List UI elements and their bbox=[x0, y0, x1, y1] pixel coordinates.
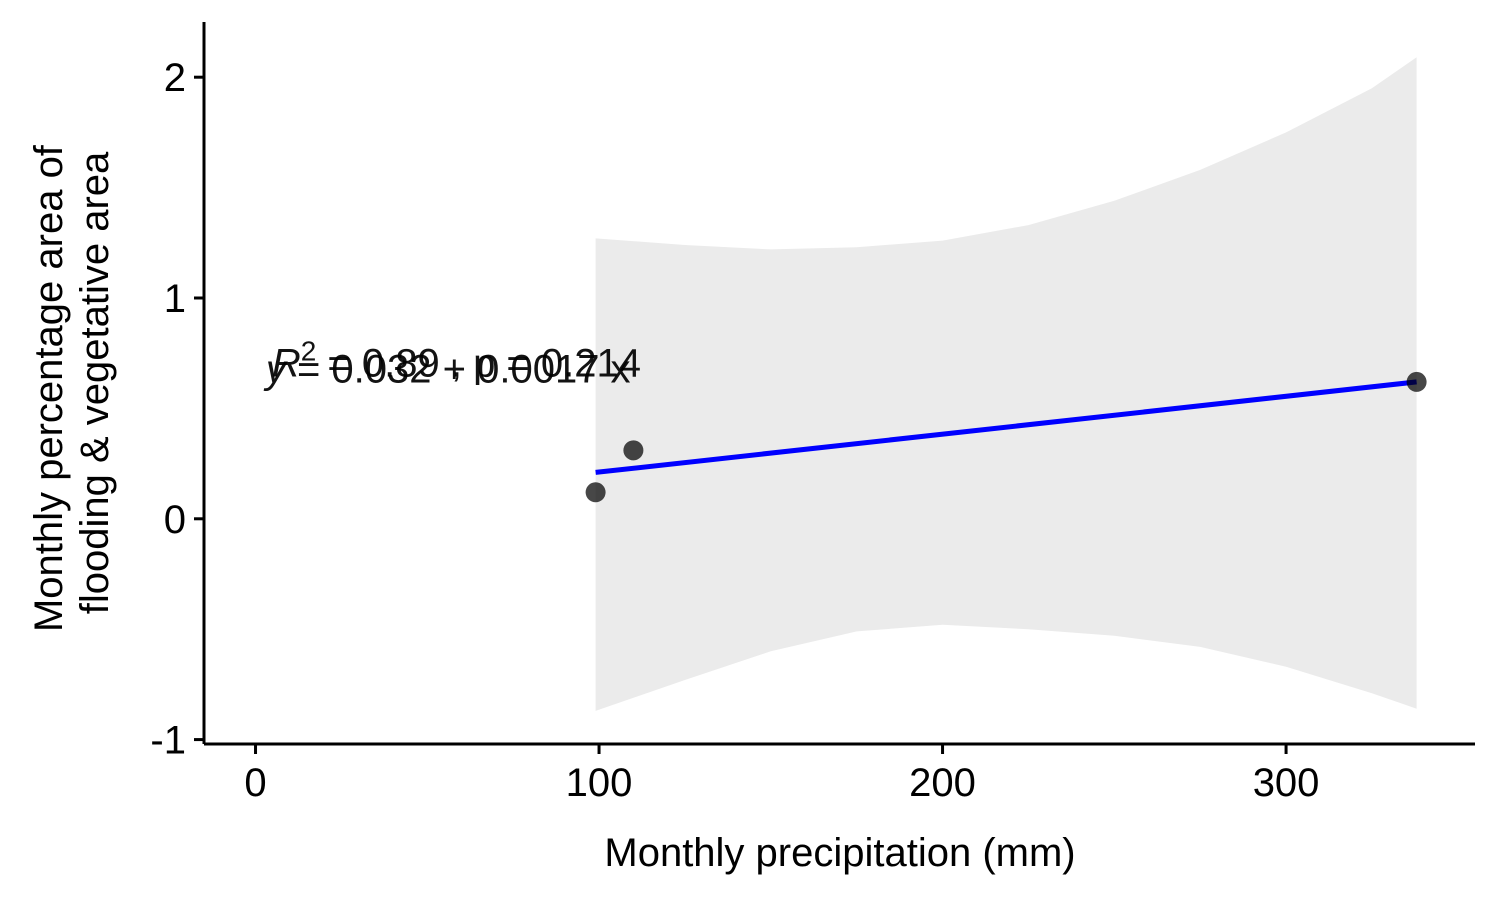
y-tick-label: -1 bbox=[150, 719, 186, 763]
x-ticks-layer: 0 100 200 300 bbox=[244, 744, 1319, 805]
x-axis-title: Monthly precipitation (mm) bbox=[604, 831, 1075, 875]
x-tick-label: 0 bbox=[244, 761, 266, 805]
r2-symbol: R bbox=[272, 342, 301, 386]
y-tick-label: 0 bbox=[164, 498, 186, 542]
equation-body: = 0.032 + 0.0017 x bbox=[286, 348, 631, 392]
data-points-layer bbox=[585, 371, 1427, 503]
x-tick-label: 300 bbox=[1253, 761, 1320, 805]
regression-equation: y = 0.032 + 0.0017 x bbox=[263, 348, 631, 392]
data-point bbox=[1406, 371, 1427, 392]
equation-y-symbol: y bbox=[263, 348, 289, 392]
y-axis-title-line-2: flooding & vegetative area bbox=[73, 151, 117, 614]
r2-superscript: 2 bbox=[301, 336, 317, 367]
r-squared-p-value: R2 = 0.89 , p = 0.214 bbox=[272, 336, 641, 386]
regression-line bbox=[595, 379, 1417, 475]
x-tick-label: 200 bbox=[909, 761, 976, 805]
y-tick-label: 1 bbox=[164, 277, 186, 321]
y-tick-label: 2 bbox=[164, 56, 186, 100]
x-tick-label: 100 bbox=[566, 761, 633, 805]
y-axis-title: Monthly percentage area of flooding & ve… bbox=[27, 134, 117, 632]
confidence-band-layer bbox=[595, 57, 1417, 711]
y-axis-title-line-1: Monthly percentage area of bbox=[27, 144, 71, 632]
data-point bbox=[623, 440, 644, 461]
r2-body: = 0.89 , p = 0.214 bbox=[316, 342, 641, 386]
confidence-band bbox=[595, 57, 1417, 711]
regression-line-layer bbox=[595, 379, 1417, 475]
y-ticks-layer: -1 0 1 2 bbox=[150, 56, 204, 763]
axes-layer bbox=[202, 22, 1475, 746]
data-point bbox=[585, 482, 606, 503]
